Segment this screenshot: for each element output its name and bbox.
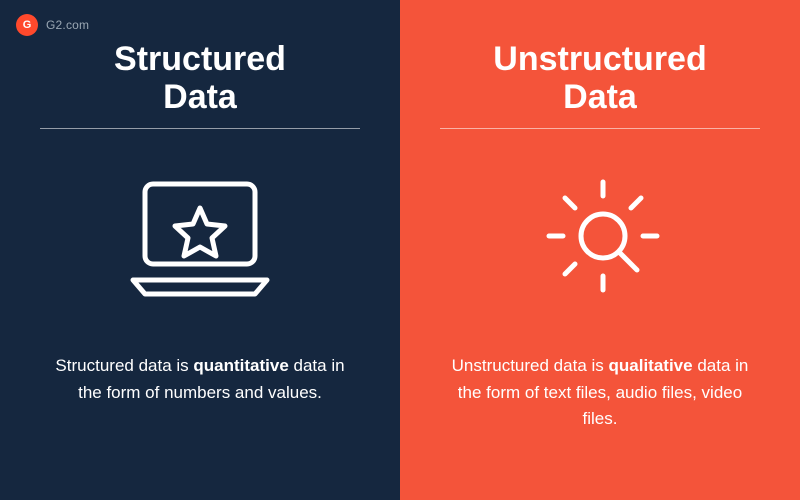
desc-right-lead: Unstructured data is	[452, 356, 609, 375]
brand-label: G2.com	[46, 18, 89, 32]
desc-right: Unstructured data is qualitative data in…	[450, 353, 750, 432]
title-left-line2: Data	[163, 78, 237, 116]
desc-left-lead: Structured data is	[55, 356, 193, 375]
title-right-line2: Data	[563, 78, 637, 116]
title-right-line1: Unstructured	[493, 40, 706, 78]
panel-structured: Structured Data Structured data is quant…	[0, 0, 400, 500]
title-left-line1: Structured	[114, 40, 286, 78]
infographic-canvas: G G2.com Structured Data Structured data…	[0, 0, 800, 500]
icon-slot-left	[100, 167, 300, 317]
laptop-star-icon	[115, 172, 285, 312]
title-underline-left	[40, 128, 360, 129]
title-wrap-right: Unstructured Data	[440, 40, 760, 129]
title-right: Unstructured Data	[493, 40, 706, 116]
brand-badge: G	[16, 14, 38, 36]
brand-badge-text: G	[23, 19, 32, 31]
desc-left: Structured data is quantitative data in …	[50, 353, 350, 406]
magnifier-sun-icon	[525, 172, 675, 312]
brand-block: G G2.com	[16, 14, 89, 36]
icon-slot-right	[500, 167, 700, 317]
title-underline-right	[440, 128, 760, 129]
title-left: Structured Data	[114, 40, 286, 116]
desc-left-em: quantitative	[193, 356, 288, 375]
panel-unstructured: Unstructured Data Unstructur	[400, 0, 800, 500]
desc-right-em: qualitative	[609, 356, 693, 375]
title-wrap-left: Structured Data	[40, 40, 360, 129]
